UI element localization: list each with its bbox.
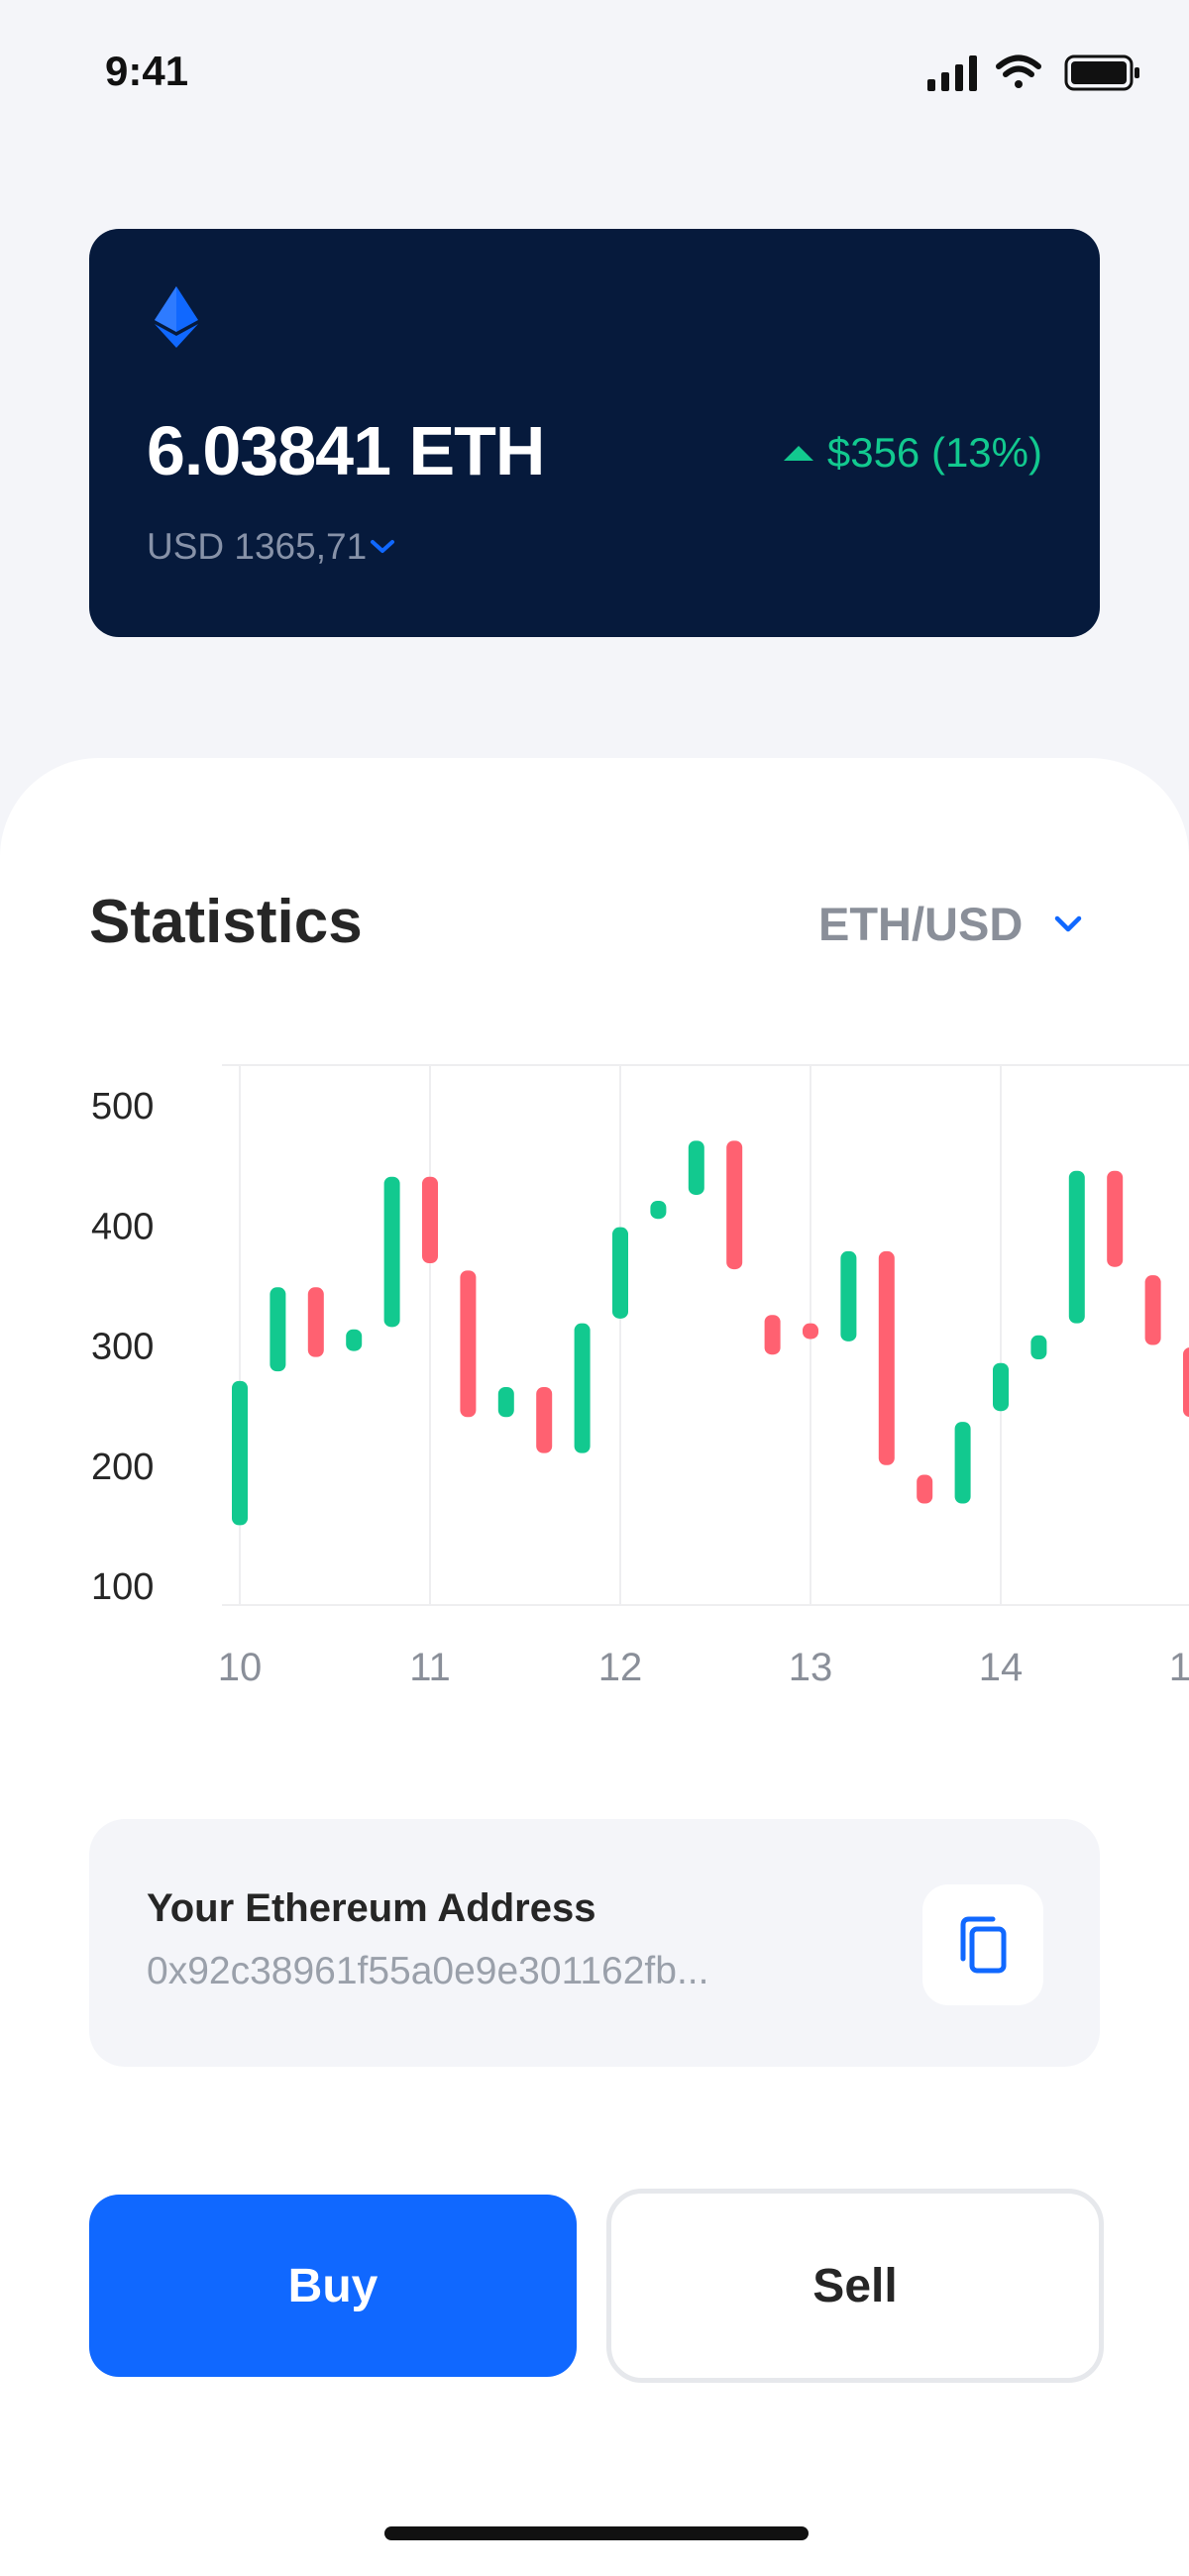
signal-icon [927, 55, 977, 91]
y-tick-label: 400 [91, 1206, 154, 1247]
x-tick-label: 15 [1169, 1646, 1189, 1689]
address-label: Your Ethereum Address [147, 1886, 596, 1930]
x-tick-label: 14 [979, 1646, 1024, 1689]
candle-down [917, 1474, 933, 1504]
candle-down [536, 1386, 553, 1453]
candle-up [270, 1287, 286, 1372]
x-tick-label: 10 [218, 1646, 263, 1689]
candle-up [232, 1380, 248, 1526]
candle-up [1030, 1335, 1047, 1360]
candle-down [803, 1323, 818, 1340]
balance-change: $356 (13%) [783, 429, 1042, 477]
candle-down [307, 1287, 324, 1357]
candle-down [726, 1140, 743, 1270]
y-axis-labels: 500 400 300 200 100 [91, 1086, 154, 1608]
candle-up [688, 1140, 704, 1195]
candle-down [1144, 1275, 1161, 1345]
y-tick-label: 300 [91, 1327, 154, 1368]
arrow-up-icon [783, 445, 813, 461]
balance-amount: 6.03841 ETH [147, 412, 545, 489]
y-tick-label: 500 [91, 1086, 154, 1127]
candle-down [1107, 1170, 1124, 1267]
candle-up [612, 1227, 628, 1319]
statistics-title: Statistics [89, 888, 363, 956]
buy-button[interactable]: Buy [89, 2195, 577, 2377]
balance-change-value: $356 (13%) [826, 429, 1042, 476]
chevron-down-icon [1055, 915, 1082, 931]
chevron-down-icon[interactable] [367, 534, 398, 558]
balance-usd-value[interactable]: USD 1365,71 [147, 526, 368, 567]
address-value[interactable]: 0x92c38961f55a0e9e301162fb... [147, 1950, 709, 1992]
candle-down [1183, 1346, 1189, 1418]
copy-address-button[interactable] [922, 1884, 1043, 2005]
x-tick-label: 13 [789, 1646, 833, 1689]
pair-selector[interactable]: ETH/USD [818, 897, 1084, 951]
copy-icon [960, 1916, 1007, 1974]
candle-up [346, 1329, 363, 1351]
ethereum-icon [155, 286, 198, 348]
candle-up [497, 1386, 514, 1418]
x-tick-label: 12 [598, 1646, 643, 1689]
chart-grid [222, 1064, 1189, 1606]
candle-up [574, 1323, 591, 1453]
chart-candles [232, 1140, 1189, 1526]
candle-up [954, 1422, 971, 1504]
balance-card: 6.03841 ETH USD 1365,71 $356 (13%) [89, 229, 1100, 637]
candle-down [460, 1270, 477, 1418]
candle-down [878, 1250, 895, 1465]
candle-up [993, 1362, 1009, 1412]
candle-down [764, 1315, 781, 1355]
battery-icon [1064, 54, 1139, 91]
y-tick-label: 100 [91, 1566, 154, 1608]
status-time: 9:41 [105, 48, 189, 94]
candle-up [650, 1201, 667, 1220]
pair-label: ETH/USD [818, 898, 1024, 950]
candle-up [383, 1176, 400, 1328]
sell-button[interactable]: Sell [606, 2189, 1104, 2383]
status-icons [927, 54, 1139, 91]
wifi-icon [996, 54, 1041, 88]
x-axis-labels: 10 11 12 13 14 15 [218, 1646, 1189, 1689]
candle-up [1068, 1170, 1085, 1324]
x-tick-label: 11 [409, 1646, 451, 1689]
address-card: Your Ethereum Address 0x92c38961f55a0e9e… [89, 1819, 1100, 2067]
candlestick-chart: 500 400 300 200 100 10 11 12 13 14 15 [91, 1064, 1189, 1689]
candle-down [422, 1176, 438, 1264]
y-tick-label: 200 [91, 1447, 154, 1488]
home-indicator[interactable] [384, 2526, 809, 2540]
candle-up [840, 1250, 857, 1342]
